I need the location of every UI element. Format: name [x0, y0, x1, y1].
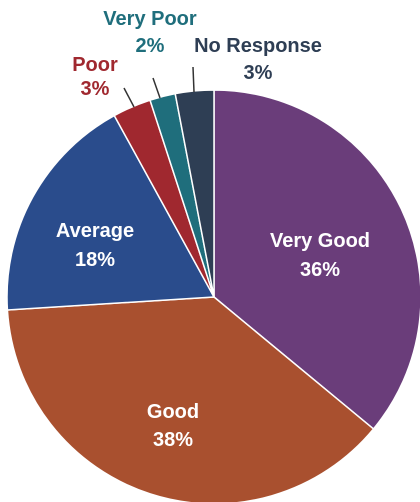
leader-lines [123, 66, 195, 108]
slice-value-very-poor: 2% [136, 35, 165, 57]
slice-label-no-response: No Response [194, 35, 322, 57]
slice-label-average: Average [56, 220, 134, 242]
leader-line-no-response [192, 66, 195, 93]
slice-value-good: 38% [153, 429, 193, 451]
pie-slice-good [6, 296, 375, 502]
pie-slice-very-good [213, 89, 420, 431]
slice-value-poor: 3% [81, 78, 110, 100]
slice-label-very-poor: Very Poor [103, 8, 197, 30]
pie-slice-average [6, 114, 216, 311]
pie-slices [6, 89, 420, 502]
slice-label-very-good: Very Good [270, 230, 370, 252]
slice-value-average: 18% [75, 249, 115, 271]
slice-value-no-response: 3% [244, 62, 273, 84]
slice-label-good: Good [147, 401, 199, 423]
leader-line-poor [123, 87, 135, 108]
slice-value-very-good: 36% [300, 259, 340, 281]
leader-line-very-poor [152, 77, 161, 99]
slice-label-poor: Poor [72, 54, 118, 76]
